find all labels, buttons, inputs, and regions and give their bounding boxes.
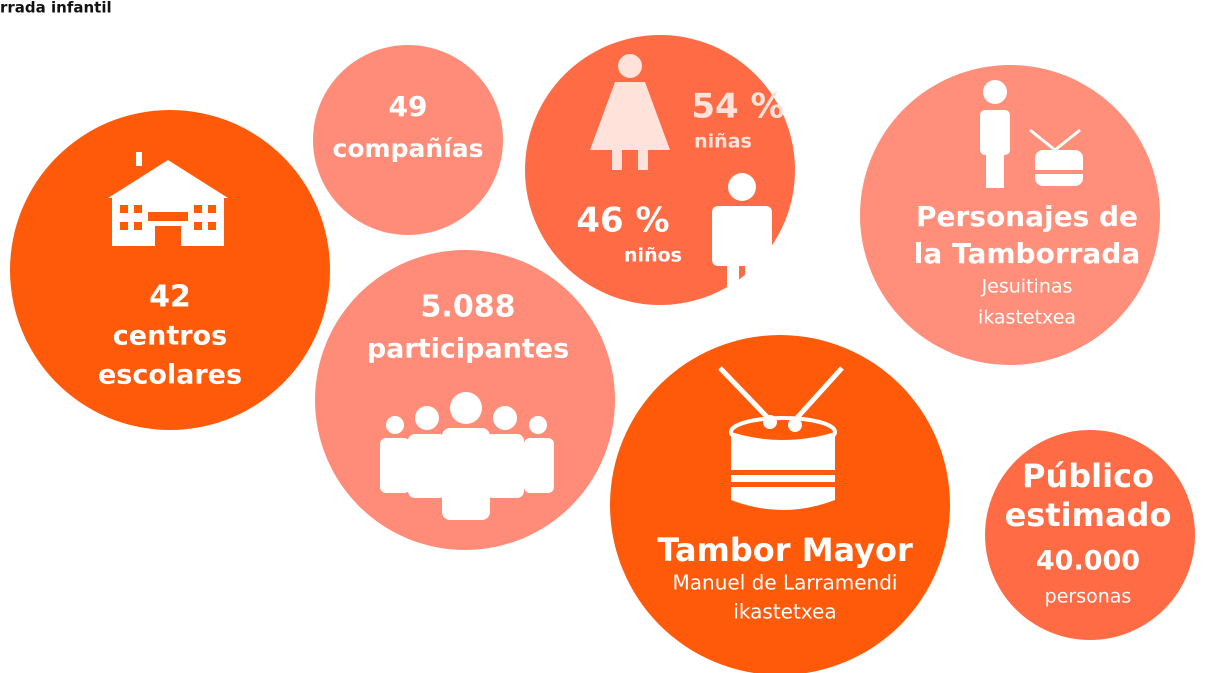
drum-icon: [718, 366, 844, 510]
girl-icon: [590, 54, 670, 170]
girls-percent: 54 %: [691, 87, 784, 127]
drum-major-title: Tambor Mayor: [657, 531, 913, 569]
school-icon: [108, 152, 228, 246]
audience-title: Público: [1022, 457, 1154, 495]
circle-companies: [313, 45, 503, 235]
companies-number: 49: [389, 90, 428, 123]
audience-label: personas: [1045, 586, 1132, 608]
companies-label: compañías: [333, 134, 484, 163]
schools-number: 42: [149, 280, 191, 315]
boys-percent: 46 %: [576, 201, 669, 241]
audience-title: estimado: [1005, 496, 1172, 534]
circle-schools: [10, 110, 330, 430]
drum-major-school: Manuel de Larramendi: [673, 571, 898, 595]
schools-label: escolares: [98, 360, 242, 391]
characters-school: Jesuitinas: [981, 276, 1073, 298]
participants-number: 5.088: [421, 290, 516, 325]
boys-label: niños: [624, 245, 682, 267]
participants-label: participantes: [367, 334, 569, 365]
characters-title: la Tamborrada: [914, 237, 1141, 270]
circle-audience: [985, 430, 1195, 640]
page-title: rrada infantil: [0, 0, 112, 17]
circle-characters: [860, 65, 1160, 365]
drum-major-school: ikastetxea: [733, 600, 836, 624]
people-icon: [380, 392, 554, 520]
character-icon: [980, 80, 1083, 188]
characters-title: Personajes de: [916, 200, 1138, 233]
schools-label: centros: [113, 321, 227, 352]
girls-label: niñas: [694, 131, 752, 153]
audience-number: 40.000: [1036, 546, 1140, 577]
characters-school: ikastetxea: [978, 307, 1076, 329]
boy-icon: [712, 173, 772, 306]
